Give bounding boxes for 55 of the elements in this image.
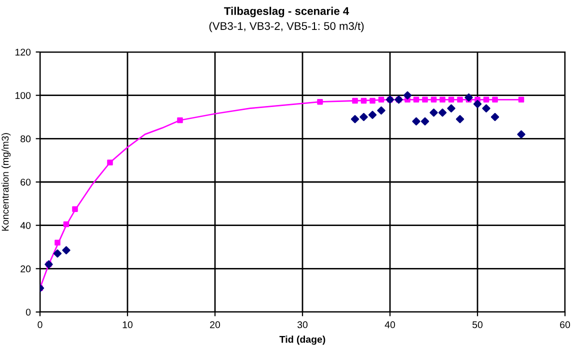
x-tick-label: 30: [297, 321, 308, 328]
point: [464, 93, 473, 102]
point: [370, 98, 376, 104]
point: [62, 246, 70, 254]
y-axis-title: Koncentration (mg/m3): [2, 133, 11, 231]
point: [360, 112, 368, 122]
point: [317, 98, 323, 105]
point: [107, 160, 113, 166]
point: [438, 108, 447, 117]
point: [456, 115, 464, 124]
point: [473, 100, 482, 108]
point: [430, 96, 437, 103]
point: [377, 106, 386, 115]
point: [430, 108, 438, 117]
point: [420, 117, 430, 126]
point: [492, 96, 498, 103]
point: [490, 112, 500, 122]
point: [483, 96, 490, 103]
x-tick-label: 60: [560, 321, 570, 328]
point: [360, 98, 367, 104]
y-tick-label: 20: [20, 265, 31, 272]
point: [350, 115, 360, 124]
x-axis-title: Tid (dage): [279, 336, 326, 345]
y-tick-label: 60: [20, 178, 31, 186]
point: [517, 130, 526, 138]
x-tick-label: 0: [38, 321, 42, 328]
point: [457, 96, 463, 103]
point: [378, 96, 384, 103]
point: [63, 221, 70, 228]
x-tick-label: 20: [210, 321, 220, 328]
point: [413, 96, 420, 103]
y-tick-label: 120: [15, 48, 31, 56]
y-tick-label: 100: [15, 92, 31, 99]
point: [177, 117, 183, 124]
point: [54, 240, 60, 246]
point: [412, 117, 420, 126]
y-tick-label: 0: [26, 308, 31, 316]
chart-title: Tilbageslag - scenarie 4: [224, 6, 350, 18]
point: [482, 104, 490, 112]
point: [403, 91, 412, 100]
point: [447, 104, 456, 112]
x-tick-label: 10: [122, 321, 133, 328]
chart-subtitle: (VB3-1, VB3-2, VB5-1: 50 m3/t): [209, 22, 364, 32]
point: [448, 96, 454, 103]
x-tick-label: 40: [384, 321, 396, 328]
point: [422, 96, 428, 103]
y-tick-label: 40: [20, 222, 31, 229]
point: [518, 96, 524, 103]
point: [352, 98, 358, 104]
y-tick-label: 80: [20, 135, 31, 142]
point: [53, 249, 62, 258]
point: [72, 206, 78, 212]
point: [440, 96, 446, 103]
point: [368, 110, 377, 119]
x-tick-label: 50: [472, 321, 483, 328]
